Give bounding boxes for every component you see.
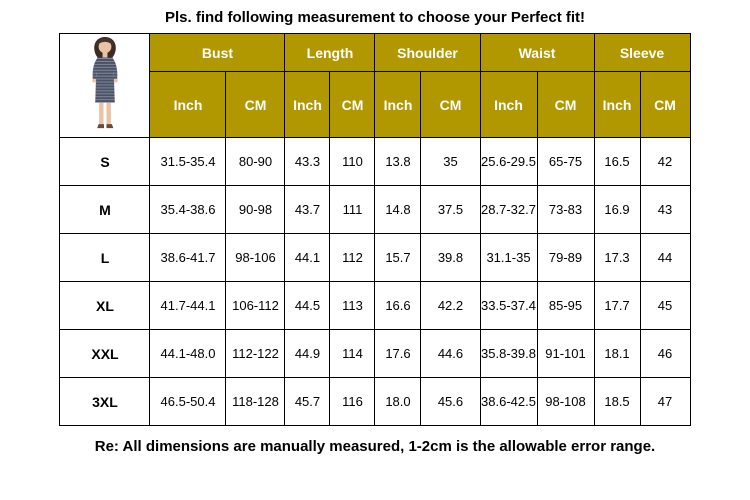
- table-cell: 18.5: [593, 377, 641, 426]
- table-cell: 112: [329, 233, 376, 282]
- table-cell: 31.1-35: [479, 233, 538, 282]
- table-cell: 35.4-38.6: [149, 185, 227, 234]
- unit-header-inch: Inch: [479, 71, 538, 138]
- table-cell: 91-101: [536, 329, 595, 378]
- table-cell: 28.7-32.7: [479, 185, 538, 234]
- table-cell: 47: [639, 377, 691, 426]
- column-group-shoulder: Shoulder: [374, 32, 481, 73]
- table-cell: 33.5-37.4: [479, 281, 538, 330]
- unit-header-cm: CM: [225, 71, 286, 138]
- table-cell: 38.6-41.7: [149, 233, 227, 282]
- table-cell: 43.3: [284, 137, 331, 186]
- unit-header-cm: CM: [329, 71, 376, 138]
- table-cell: 18.0: [374, 377, 422, 426]
- table-cell: 44: [639, 233, 691, 282]
- dress-model-image: [92, 36, 118, 129]
- unit-header-cm: CM: [420, 71, 481, 138]
- size-label: L: [59, 233, 151, 282]
- table-cell: 37.5: [420, 185, 481, 234]
- table-cell: 80-90: [225, 137, 286, 186]
- unit-header-inch: Inch: [374, 71, 422, 138]
- table-cell: 16.5: [593, 137, 641, 186]
- table-cell: 98-108: [536, 377, 595, 426]
- table-cell: 17.3: [593, 233, 641, 282]
- table-cell: 38.6-42.5: [479, 377, 538, 426]
- size-label: S: [59, 137, 151, 186]
- column-group-waist: Waist: [479, 32, 595, 73]
- table-cell: 25.6-29.5: [479, 137, 538, 186]
- unit-header-row: Inch CM Inch CM Inch CM Inch CM Inch CM: [60, 71, 691, 138]
- table-cell: 118-128: [225, 377, 286, 426]
- table-cell: 98-106: [225, 233, 286, 282]
- size-label: M: [59, 185, 151, 234]
- size-label: XXL: [59, 329, 151, 378]
- unit-header-inch: Inch: [593, 71, 641, 138]
- table-cell: 35.8-39.8: [479, 329, 538, 378]
- table-cell: 46.5-50.4: [149, 377, 227, 426]
- table-cell: 85-95: [536, 281, 595, 330]
- table-cell: 44.5: [284, 281, 331, 330]
- table-cell: 44.6: [420, 329, 481, 378]
- table-row-l: L 38.6-41.7 98-106 44.1 112 15.7 39.8 31…: [59, 233, 691, 282]
- table-cell: 43.7: [284, 185, 331, 234]
- product-image-cell: [59, 33, 151, 138]
- table-cell: 73-83: [536, 185, 595, 234]
- table-cell: 16.9: [593, 185, 641, 234]
- table-row-s: S 31.5-35.4 80-90 43.3 110 13.8 35 25.6-…: [59, 137, 691, 186]
- table-cell: 106-112: [225, 281, 286, 330]
- column-group-sleeve: Sleeve: [593, 32, 691, 73]
- table-cell: 45.6: [420, 377, 481, 426]
- table-cell: 44.9: [284, 329, 331, 378]
- unit-header-inch: Inch: [284, 71, 331, 138]
- table-cell: 15.7: [374, 233, 422, 282]
- table-row-xxl: XXL 44.1-48.0 112-122 44.9 114 17.6 44.6…: [59, 329, 691, 378]
- unit-header-cm: CM: [639, 71, 691, 138]
- unit-header-inch: Inch: [149, 71, 227, 138]
- column-group-bust: Bust: [149, 32, 286, 73]
- table-cell: 39.8: [420, 233, 481, 282]
- table-cell: 43: [639, 185, 691, 234]
- column-group-length: Length: [284, 32, 376, 73]
- table-cell: 114: [329, 329, 376, 378]
- table-cell: 42.2: [420, 281, 481, 330]
- table-cell: 17.7: [593, 281, 641, 330]
- table-cell: 110: [329, 137, 376, 186]
- unit-header-cm: CM: [536, 71, 595, 138]
- footer-note: Re: All dimensions are manually measured…: [94, 438, 656, 455]
- table-cell: 45.7: [284, 377, 331, 426]
- table-row-m: M 35.4-38.6 90-98 43.7 111 14.8 37.5 28.…: [59, 185, 691, 234]
- table-cell: 90-98: [225, 185, 286, 234]
- table-cell: 44.1-48.0: [149, 329, 227, 378]
- table-cell: 46: [639, 329, 691, 378]
- table-cell: 113: [329, 281, 376, 330]
- table-cell: 44.1: [284, 233, 331, 282]
- table-row-3xl: 3XL 46.5-50.4 118-128 45.7 116 18.0 45.6…: [59, 377, 691, 426]
- table-cell: 16.6: [374, 281, 422, 330]
- table-cell: 65-75: [536, 137, 595, 186]
- table-cell: 116: [329, 377, 376, 426]
- table-cell: 14.8: [374, 185, 422, 234]
- table-cell: 79-89: [536, 233, 595, 282]
- table-cell: 45: [639, 281, 691, 330]
- table-cell: 18.1: [593, 329, 641, 378]
- size-label: 3XL: [59, 377, 151, 426]
- table-cell: 112-122: [225, 329, 286, 378]
- table-cell: 111: [329, 185, 376, 234]
- table-cell: 41.7-44.1: [149, 281, 227, 330]
- table-cell: 31.5-35.4: [149, 137, 227, 186]
- size-chart-table: Bust Length Shoulder Waist Sleeve Inch C…: [59, 32, 691, 426]
- category-header-row: Bust Length Shoulder Waist Sleeve: [59, 32, 691, 138]
- size-label: XL: [59, 281, 151, 330]
- table-cell: 35: [420, 137, 481, 186]
- table-cell: 17.6: [374, 329, 422, 378]
- page-title: Pls. find following measurement to choos…: [164, 9, 586, 26]
- table-row-xl: XL 41.7-44.1 106-112 44.5 113 16.6 42.2 …: [59, 281, 691, 330]
- table-cell: 13.8: [374, 137, 422, 186]
- table-cell: 42: [639, 137, 691, 186]
